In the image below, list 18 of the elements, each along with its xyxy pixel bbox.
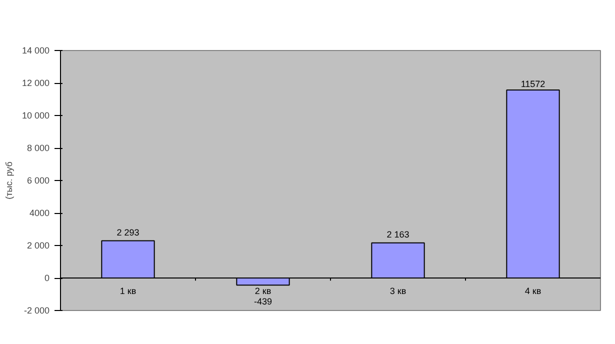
- y-tick-label: 0: [44, 273, 50, 283]
- y-tick-label: 4000: [29, 208, 50, 218]
- y-tick-label: 6 000: [26, 176, 50, 186]
- y-tick-label: 8 000: [26, 143, 50, 153]
- y-tick-label: 10 000: [22, 110, 50, 120]
- y-axis-title: (тыс. руб: [4, 162, 14, 200]
- data-label: 11572: [520, 78, 546, 89]
- y-tick-label: -2 000: [24, 306, 50, 316]
- x-tick-label: 3 кв: [390, 286, 406, 296]
- data-label: 2 163: [386, 230, 410, 240]
- x-tick-label: 1 кв: [120, 286, 136, 296]
- x-tick-label: 4 кв: [524, 286, 542, 296]
- data-label: -439: [254, 296, 272, 306]
- y-tick-label: 14 000: [22, 46, 50, 56]
- y-tick-label: 2 000: [26, 240, 50, 250]
- data-label: 2 293: [116, 228, 140, 238]
- x-tick-label: 2 кв: [254, 286, 272, 296]
- y-tick-label: 12 000: [22, 78, 50, 88]
